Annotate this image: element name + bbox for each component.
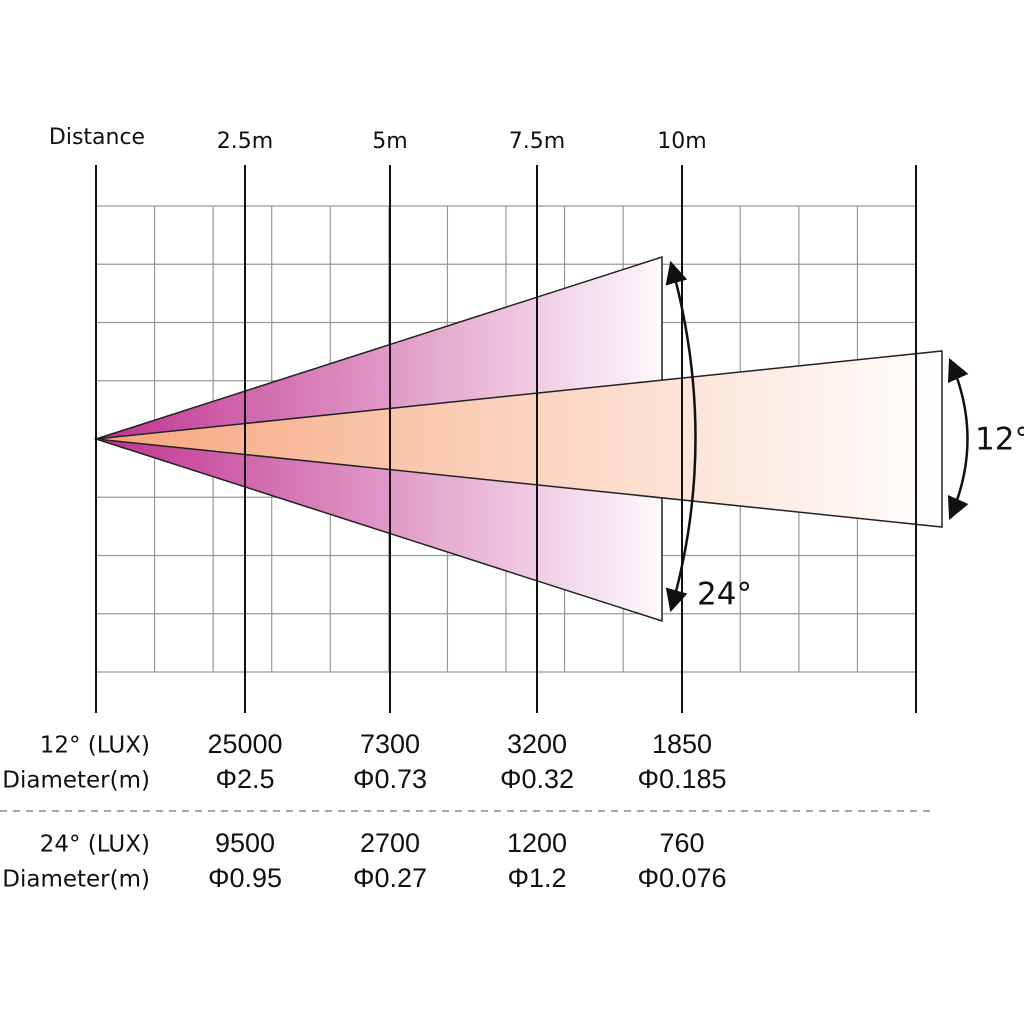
distance-value: 7.5m [509, 129, 565, 154]
cell-value: 7300 [360, 729, 420, 759]
angle-label: 24° [697, 577, 752, 613]
distance-value: 5m [372, 129, 407, 154]
cell-value: 9500 [215, 828, 275, 858]
cell-value: 3200 [507, 729, 567, 759]
cell-value: 1200 [507, 828, 567, 858]
cell-value: Φ1.2 [507, 863, 566, 893]
cell-value: 2700 [360, 828, 420, 858]
angle-label: 12° [975, 422, 1024, 458]
arc-12 [947, 357, 969, 521]
beam-12 [95, 350, 943, 528]
cell-value: Φ0.076 [637, 863, 726, 893]
cell-value: Φ0.27 [353, 863, 427, 893]
cell-value: Φ0.73 [353, 764, 427, 794]
row-label: 12° (LUX) [40, 733, 150, 759]
cell-value: 25000 [207, 729, 282, 759]
row-label: Diameter(m) [2, 867, 150, 893]
cell-value: Φ0.185 [637, 764, 726, 794]
row-label: Diameter(m) [2, 768, 150, 794]
row-label: 24° (LUX) [40, 832, 150, 858]
distance-value: 2.5m [217, 129, 273, 154]
arc-24 [665, 260, 697, 613]
cell-value: 1850 [652, 729, 712, 759]
cell-value: 760 [659, 828, 704, 858]
distance-label: Distance [49, 125, 145, 150]
cell-value: Φ2.5 [215, 764, 274, 794]
cell-value: Φ0.95 [208, 863, 282, 893]
distance-value: 10m [657, 129, 706, 154]
cell-value: Φ0.32 [500, 764, 574, 794]
